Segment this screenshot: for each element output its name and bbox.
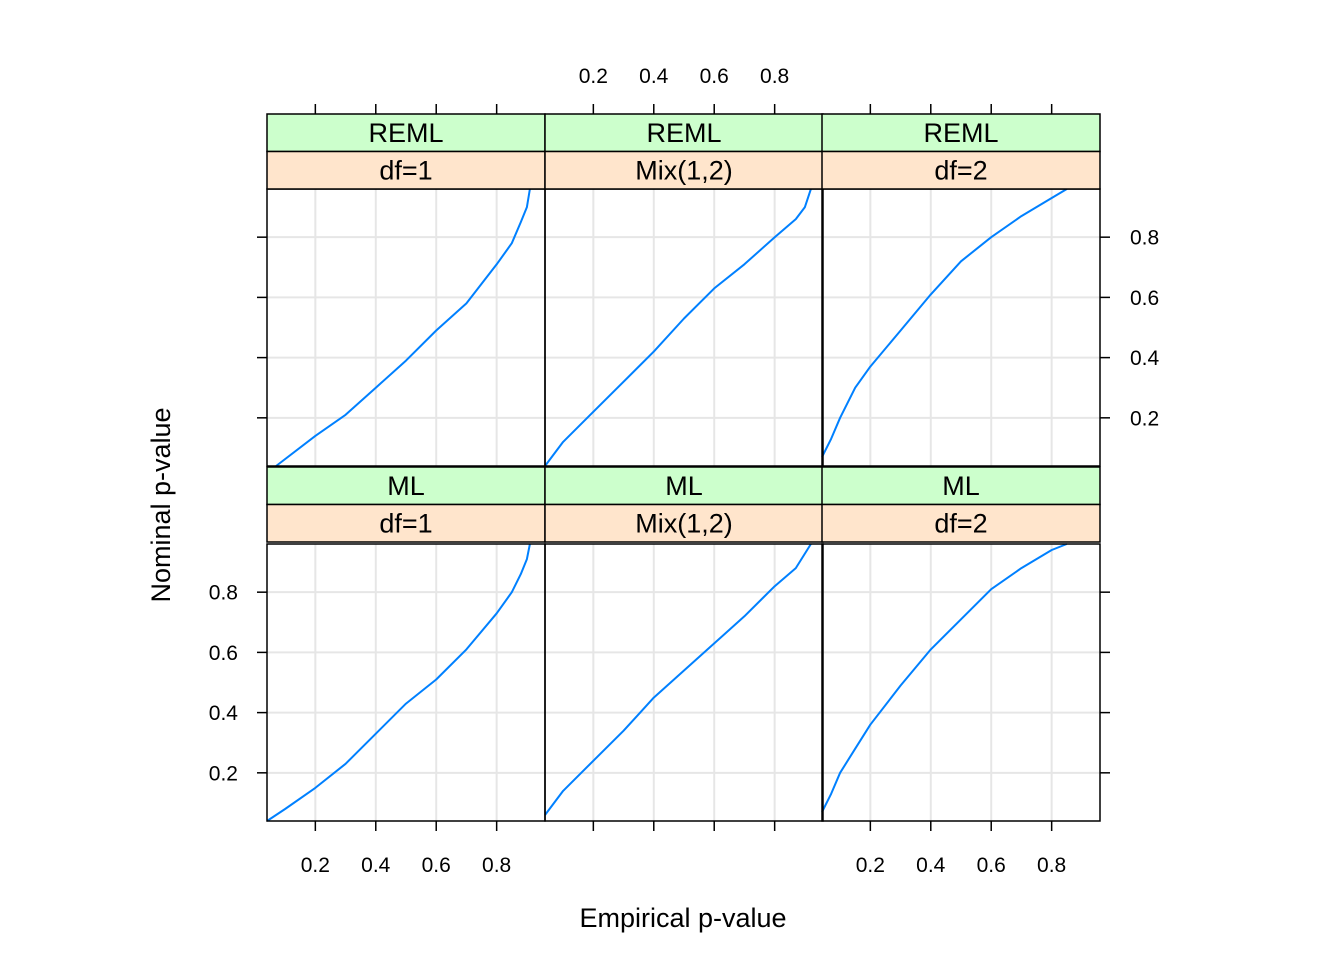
series-line-reml-0 <box>275 188 531 467</box>
y-axis-title: Nominal p-value <box>146 407 176 602</box>
x-tick-label-bottom: 0.6 <box>422 854 451 877</box>
series-line-reml-2 <box>821 188 1068 458</box>
panel-frame <box>266 188 546 467</box>
strip-method-label: ML <box>387 471 425 501</box>
y-tick-label-right: 0.8 <box>1130 227 1159 250</box>
grid-layer <box>267 189 1100 821</box>
strip-df-label: Mix(1,2) <box>635 155 733 185</box>
strip-method-background <box>266 466 546 506</box>
strip-method-background <box>544 113 824 153</box>
strip-method-label: REML <box>368 118 443 148</box>
strip-method-background <box>544 466 824 506</box>
x-tick-label-top: 0.6 <box>700 65 729 88</box>
x-tick-label-bottom: 0.4 <box>361 854 391 877</box>
strip-df-label: df=2 <box>934 508 987 538</box>
panel-frame <box>821 188 1101 467</box>
series-line-ml-1 <box>544 543 812 816</box>
strip-method-label: REML <box>646 118 721 148</box>
x-tick-label-top: 0.2 <box>579 65 608 88</box>
series-line-reml-1 <box>544 188 812 467</box>
strip-df-background <box>821 503 1101 543</box>
series-line-ml-0 <box>266 543 531 822</box>
x-axis-title: Empirical p-value <box>579 903 786 933</box>
strip-df-background <box>266 503 546 543</box>
strip-df-label: df=2 <box>934 155 987 185</box>
panel-frame <box>544 543 824 822</box>
y-tick-label-right: 0.2 <box>1130 407 1159 430</box>
strip-df-label: df=1 <box>379 155 432 185</box>
strip-method-label: ML <box>665 471 703 501</box>
strip-method-background <box>266 113 546 153</box>
panel-frame <box>266 543 546 822</box>
x-tick-label-bottom: 0.8 <box>1037 854 1066 877</box>
strip-layer: REML df=1 REML Mix(1,2) REML df=2 ML df=1 ML Mix(… <box>266 113 1101 543</box>
x-tick-label-top: 0.4 <box>639 65 669 88</box>
strip-df-label: df=1 <box>379 508 432 538</box>
y-tick-label-left: 0.2 <box>209 762 238 785</box>
series-line-ml-2 <box>821 543 1068 813</box>
x-tick-label-bottom: 0.2 <box>856 854 885 877</box>
y-tick-label-right: 0.6 <box>1130 287 1159 310</box>
x-tick-label-top: 0.8 <box>760 65 789 88</box>
tick-layer: 0.2 0.4 0.6 0.8 0.2 0.4 0.6 0.8 0.2 0.4 0.6 0.8 0.2 0… <box>209 65 1160 877</box>
strip-df-background <box>266 150 546 190</box>
x-tick-label-bottom: 0.8 <box>482 854 511 877</box>
x-tick-label-bottom: 0.2 <box>301 854 330 877</box>
y-tick-label-left: 0.4 <box>209 702 239 725</box>
strip-df-background <box>821 150 1101 190</box>
y-tick-label-right: 0.4 <box>1130 347 1160 370</box>
x-tick-label-bottom: 0.4 <box>916 854 946 877</box>
series-layer <box>266 188 1068 822</box>
y-tick-label-left: 0.8 <box>209 582 238 605</box>
strip-df-background <box>544 150 824 190</box>
strip-method-label: REML <box>923 118 998 148</box>
panel-frame <box>821 543 1101 822</box>
x-tick-label-bottom: 0.6 <box>977 854 1006 877</box>
strip-method-label: ML <box>942 471 980 501</box>
strip-df-label: Mix(1,2) <box>635 508 733 538</box>
y-tick-label-left: 0.6 <box>209 642 238 665</box>
